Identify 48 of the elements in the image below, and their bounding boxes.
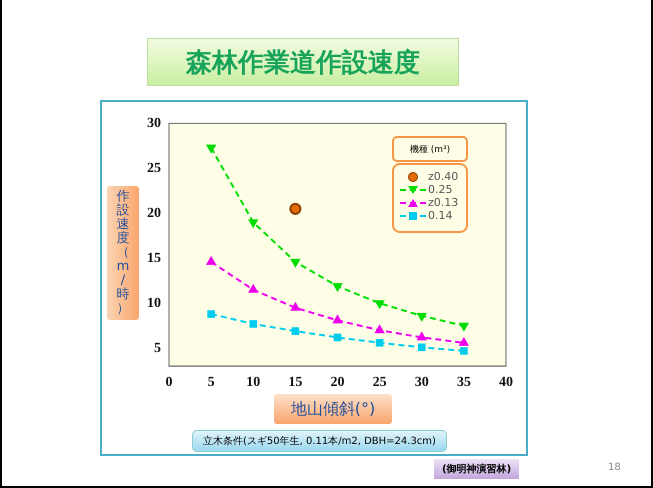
- legend-label: z0.40: [428, 170, 458, 183]
- text: 18: [608, 462, 621, 473]
- point: [459, 338, 468, 346]
- legend-label: 0.14: [428, 209, 452, 222]
- x-tick-label: 15: [288, 375, 302, 390]
- y-tick-label: 25: [147, 160, 161, 176]
- point: [248, 219, 258, 228]
- x-tick-label: 35: [456, 375, 471, 390]
- x-tick-label: 5: [208, 375, 215, 390]
- x-tick-label: 30: [414, 375, 429, 390]
- text: 立木条件(スギ50年生, 0.11本/m2, DBH=24.3cm): [192, 430, 447, 452]
- point: [418, 343, 426, 352]
- y-tick-label: 10: [147, 296, 161, 311]
- point: [334, 334, 342, 342]
- x-tick-label: 25: [372, 375, 387, 390]
- point: [459, 322, 468, 331]
- point: [248, 284, 258, 293]
- point: [289, 202, 302, 215]
- x-tick-label: 20: [330, 375, 344, 390]
- point: [206, 256, 216, 265]
- point: [290, 258, 300, 267]
- point: [375, 300, 384, 308]
- y-tick-label: 30: [147, 116, 161, 132]
- x-tick-label: 40: [499, 375, 513, 390]
- x-axis-title: 地山傾斜(°): [274, 394, 392, 424]
- legend-label: 0.25: [428, 183, 452, 196]
- point: [417, 332, 426, 340]
- point: [290, 302, 300, 311]
- legend-label: z0.13: [428, 196, 458, 209]
- y-tick-label: 15: [147, 250, 161, 266]
- legend-title: 機種 (m³): [392, 136, 468, 162]
- point: [460, 347, 468, 355]
- y-tick-label: 20: [147, 206, 161, 221]
- point: [376, 338, 384, 347]
- x-tick-label: 0: [166, 375, 172, 390]
- point: [333, 315, 342, 324]
- chart-title: 森林作業道作設速度: [147, 38, 459, 86]
- text: (御明神演習林): [434, 459, 520, 479]
- point: [206, 144, 216, 153]
- x-tick-label: 10: [246, 375, 260, 390]
- point: [333, 283, 342, 292]
- text: 作設速度（m/時）: [116, 189, 130, 316]
- point: [249, 320, 258, 328]
- point: [207, 310, 215, 318]
- y-tick-label: 5: [154, 340, 161, 356]
- point: [375, 325, 384, 334]
- point: [292, 327, 300, 335]
- point: [417, 312, 426, 321]
